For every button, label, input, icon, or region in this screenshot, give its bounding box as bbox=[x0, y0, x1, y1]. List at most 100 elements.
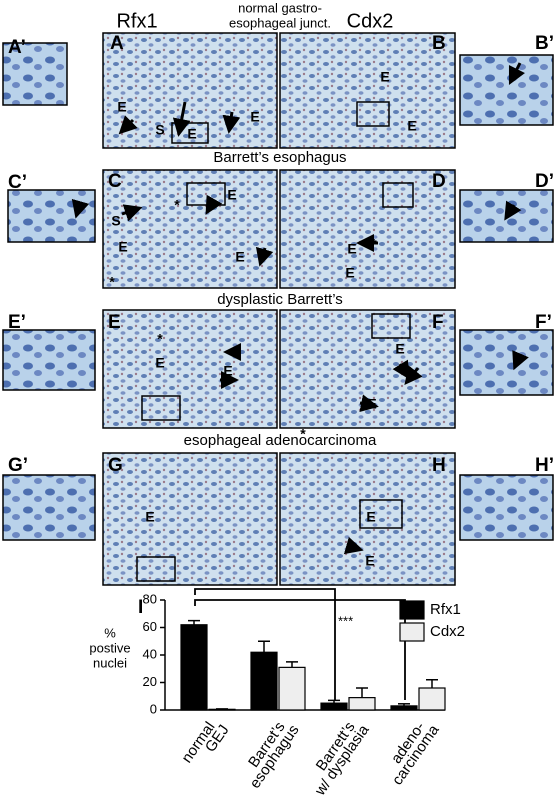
panel-label: H’ bbox=[535, 455, 554, 476]
annotation: E bbox=[145, 509, 154, 525]
annotation: E bbox=[117, 99, 126, 115]
arrow bbox=[508, 62, 526, 86]
y-tick-label: 20 bbox=[143, 674, 157, 689]
annotation: * bbox=[174, 197, 180, 213]
bar bbox=[390, 705, 418, 711]
annotation: * bbox=[157, 331, 163, 347]
annotation: E bbox=[187, 126, 196, 142]
panel-label: H bbox=[432, 455, 446, 476]
micrograph bbox=[2, 474, 96, 541]
column-title: Cdx2 bbox=[347, 10, 394, 32]
annotation: E bbox=[235, 249, 244, 265]
y-tick-label: 40 bbox=[143, 646, 157, 661]
micrograph bbox=[279, 169, 456, 289]
inset-box bbox=[141, 395, 181, 421]
legend-label: Cdx2 bbox=[430, 623, 465, 640]
arrow bbox=[205, 194, 223, 215]
panel-label: B bbox=[432, 33, 446, 54]
annotation: E bbox=[223, 363, 232, 379]
arrow bbox=[222, 111, 241, 134]
inset-box bbox=[371, 313, 411, 339]
panel-label: E’ bbox=[8, 312, 26, 333]
y-tick-label: 60 bbox=[143, 619, 157, 634]
panel-label: I bbox=[138, 597, 143, 618]
annotation: E bbox=[407, 118, 416, 134]
significance-bracket bbox=[194, 599, 406, 700]
arrow bbox=[343, 536, 364, 555]
bar bbox=[348, 697, 376, 711]
arrow bbox=[121, 204, 143, 222]
annotation: E bbox=[118, 239, 127, 255]
micrograph bbox=[459, 54, 554, 126]
y-axis-label: % bbox=[104, 625, 116, 640]
panel-label: F bbox=[432, 312, 444, 333]
panel-label: C bbox=[108, 171, 122, 192]
micrograph bbox=[102, 309, 278, 429]
annotation: S bbox=[111, 213, 120, 229]
micrograph bbox=[2, 42, 68, 106]
arrow bbox=[404, 365, 423, 386]
bar bbox=[180, 624, 208, 711]
inset-box bbox=[356, 101, 390, 127]
micrograph bbox=[459, 329, 554, 396]
significance-label: *** bbox=[338, 613, 353, 628]
micrograph bbox=[102, 169, 278, 289]
annotation: S bbox=[155, 122, 164, 138]
panel-label: A’ bbox=[8, 37, 26, 58]
header-note: esophageal junct. bbox=[229, 15, 331, 30]
bar bbox=[418, 687, 446, 711]
arrow bbox=[359, 394, 379, 413]
panel-label: D’ bbox=[535, 171, 554, 192]
row-title: Barrett’s esophagus bbox=[213, 149, 346, 166]
panel-label: A bbox=[110, 33, 124, 54]
arrow bbox=[71, 198, 90, 219]
annotation: E bbox=[347, 241, 356, 257]
annotation: E bbox=[380, 69, 389, 85]
row-title: esophageal adenocarcinoma bbox=[184, 432, 377, 449]
bar bbox=[250, 651, 278, 711]
y-tick-label: 0 bbox=[150, 701, 157, 716]
inset-box bbox=[359, 499, 403, 529]
annotation: E bbox=[395, 341, 404, 357]
legend-label: Rfx1 bbox=[430, 601, 461, 618]
arrow bbox=[255, 246, 274, 267]
inset-box bbox=[382, 182, 414, 208]
annotation: E bbox=[345, 265, 354, 281]
annotation: * bbox=[300, 426, 306, 442]
micrograph bbox=[2, 329, 96, 391]
micrograph bbox=[459, 474, 554, 541]
annotation: E bbox=[227, 187, 236, 203]
arrow bbox=[118, 115, 138, 135]
row-title: dysplastic Barrett’s bbox=[217, 291, 343, 308]
micrograph bbox=[459, 189, 554, 243]
bar bbox=[278, 666, 306, 711]
arrow bbox=[392, 359, 410, 380]
panel-label: B’ bbox=[535, 33, 554, 54]
inset-box bbox=[136, 556, 176, 582]
arrow bbox=[512, 350, 529, 371]
micrograph bbox=[7, 189, 96, 243]
panel-label: G’ bbox=[8, 455, 28, 476]
panel-label: C’ bbox=[8, 172, 27, 193]
annotation: * bbox=[109, 274, 115, 290]
annotation: * bbox=[371, 236, 377, 252]
micrograph bbox=[102, 452, 278, 586]
annotation: E bbox=[366, 509, 375, 525]
y-tick-label: 80 bbox=[143, 591, 157, 606]
annotation: E bbox=[250, 109, 259, 125]
arrow bbox=[504, 200, 522, 221]
header-note: normal gastro- bbox=[238, 0, 322, 15]
annotation: E bbox=[367, 396, 376, 412]
column-title: Rfx1 bbox=[116, 10, 157, 32]
annotation: E bbox=[365, 553, 374, 569]
micrograph bbox=[279, 452, 456, 586]
significance-bracket bbox=[194, 588, 336, 700]
y-axis-label: postive bbox=[89, 640, 130, 655]
panel-label: G bbox=[108, 455, 123, 476]
arrow bbox=[172, 101, 191, 137]
bar bbox=[320, 702, 348, 711]
panel-label: E bbox=[108, 312, 121, 333]
panel-label: F’ bbox=[535, 312, 552, 333]
micrograph bbox=[279, 32, 456, 149]
